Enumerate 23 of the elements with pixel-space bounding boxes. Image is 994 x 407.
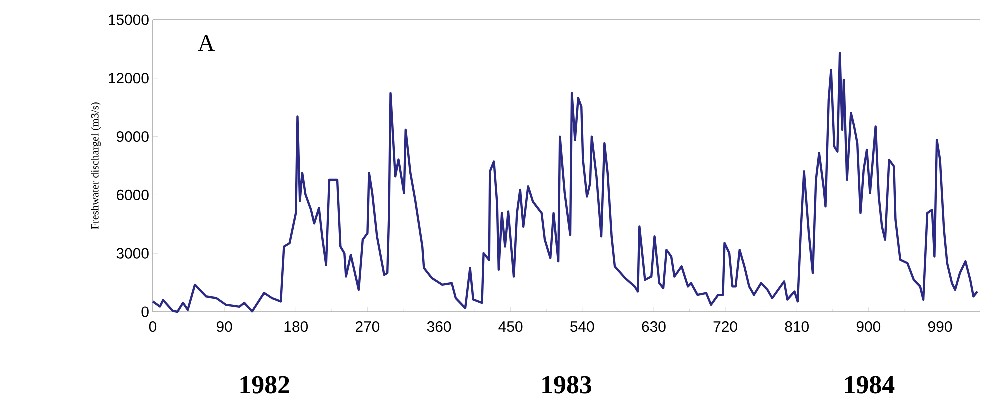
y-tick-label: 15000 bbox=[109, 14, 149, 26]
x-tick-label: 540 bbox=[570, 322, 594, 332]
y-tick-label: 0 bbox=[142, 306, 149, 318]
text: 1984 bbox=[845, 376, 895, 394]
y-tick-label: 9000 bbox=[116, 132, 149, 142]
x-tick-label: 270 bbox=[356, 322, 380, 332]
y-tick-label: 3000 bbox=[116, 248, 149, 259]
x-tick-label: 630 bbox=[642, 322, 666, 332]
x-tick-label: 900 bbox=[856, 322, 881, 332]
y-axis-title: Freshwater dischargel (m3/s) bbox=[91, 102, 102, 230]
x-tick-label: 180 bbox=[284, 322, 308, 332]
x-tick-label: 0 bbox=[149, 322, 157, 332]
x-tick-label: 90 bbox=[216, 322, 232, 332]
y-tick-label: 6000 bbox=[117, 190, 149, 200]
y-tick-label: 12000 bbox=[109, 73, 149, 84]
text: 1983 bbox=[542, 376, 592, 394]
x-tick-label: 450 bbox=[498, 322, 523, 332]
x-tick-label: 720 bbox=[714, 322, 738, 332]
x-tick-label: 990 bbox=[928, 322, 952, 332]
chart-title: A bbox=[198, 35, 215, 51]
x-tick-label: 810 bbox=[785, 322, 809, 332]
text: 1982 bbox=[240, 376, 290, 394]
x-tick-label: 360 bbox=[427, 322, 452, 332]
